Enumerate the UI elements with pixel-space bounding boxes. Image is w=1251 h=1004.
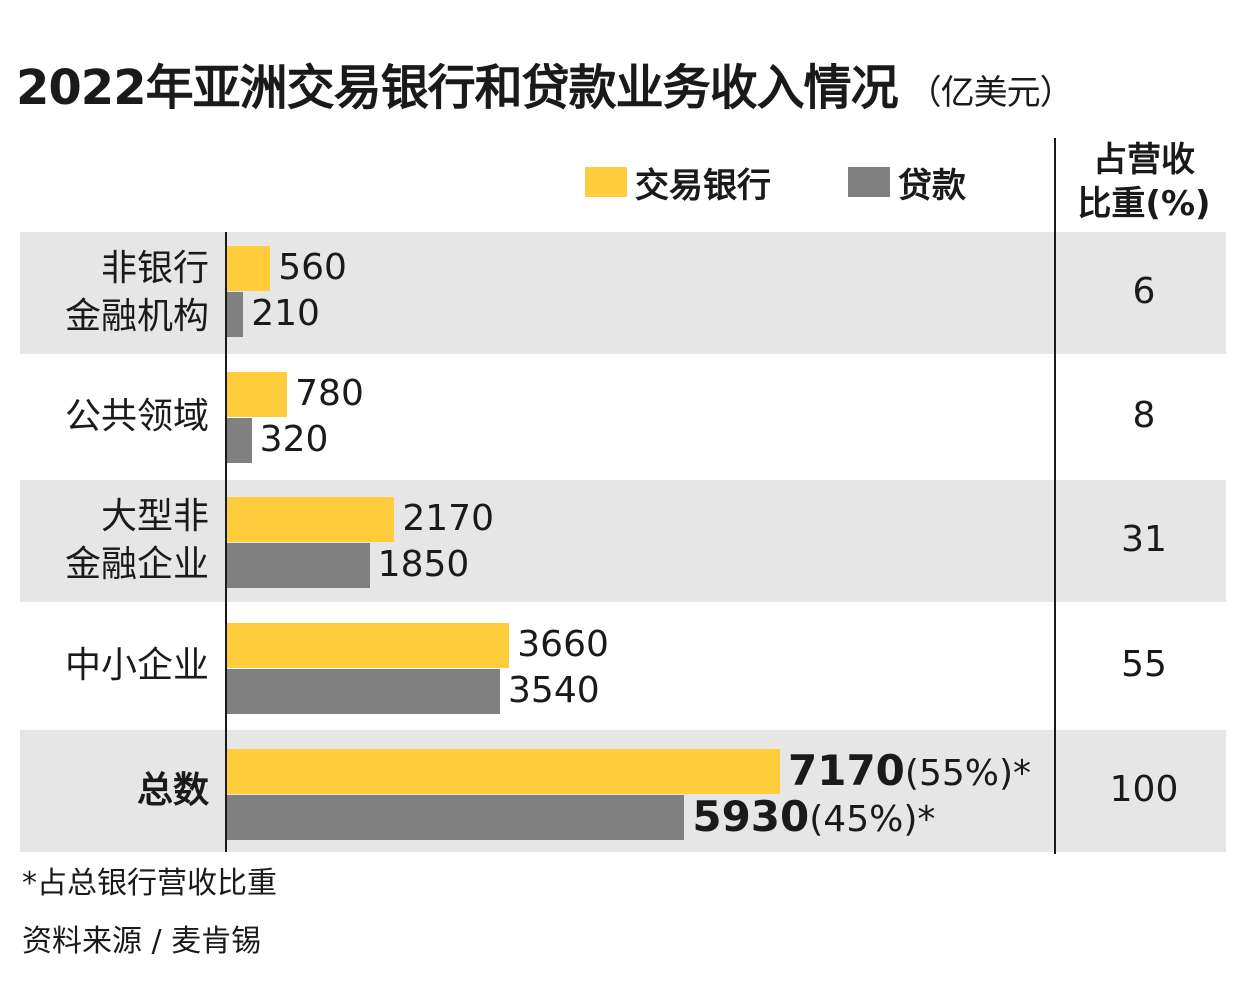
value-number: 7170 <box>788 746 905 795</box>
legend-loan-swatch <box>848 167 890 197</box>
value-label-loan-nonbank-fi: 210 <box>251 293 320 334</box>
bar-trade-sme <box>227 623 510 668</box>
bar-trade-public-sector <box>227 372 288 417</box>
share-column-divider <box>1054 138 1056 854</box>
value-label-loan-total: 5930(45%)* <box>692 796 936 840</box>
source-note: 资料来源 / 麦肯锡 <box>22 924 262 959</box>
legend-trade-swatch <box>585 167 627 197</box>
chart-unit: （亿美元） <box>907 73 1074 113</box>
value-label-trade-public-sector: 780 <box>295 373 364 414</box>
value-share-suffix: (45%)* <box>809 799 936 840</box>
share-value-nonbank-fi: 6 <box>1132 271 1156 312</box>
value-share-suffix: (55%)* <box>904 753 1032 794</box>
value-label-loan-public-sector: 320 <box>259 419 329 460</box>
chart-title: 2022年亚洲交易银行和贷款业务收入情况 （亿美元） <box>16 48 1074 118</box>
value-label-loan-large-corp: 1850 <box>377 544 470 585</box>
bar-trade-total <box>227 749 780 794</box>
bar-trade-large-corp <box>227 497 395 542</box>
bar-loan-sme <box>227 669 501 714</box>
bar-loan-nonbank-fi <box>227 292 244 337</box>
bar-loan-public-sector <box>227 418 252 463</box>
category-label-line: 大型非 <box>100 496 209 537</box>
bar-loan-large-corp <box>227 543 370 588</box>
chart-title-text: 2022年亚洲交易银行和贷款业务收入情况 <box>16 60 899 116</box>
share-value-sme: 55 <box>1121 644 1167 685</box>
category-label-line: 金融企业 <box>64 544 209 585</box>
y-axis-line <box>225 232 227 852</box>
value-label-trade-sme: 3660 <box>517 624 609 665</box>
category-label-line: 总数 <box>136 770 209 811</box>
category-label-public-sector: 公共领域 <box>65 393 209 441</box>
category-label-line: 非银行 <box>100 248 209 289</box>
value-label-trade-total: 7170(55%)* <box>788 750 1032 794</box>
legend-loan-label: 贷款 <box>898 165 966 206</box>
category-label-line: 公共领域 <box>64 396 209 437</box>
share-header-line2: 比重(%) <box>1077 184 1211 224</box>
share-header-line1: 占营收 <box>1093 140 1195 180</box>
value-label-loan-sme: 3540 <box>508 670 600 711</box>
bar-trade-nonbank-fi <box>227 246 271 291</box>
row-band-nonbank-fi <box>20 232 1226 354</box>
category-label-large-corp: 大型非金融企业 <box>65 493 209 589</box>
share-header: 占营收 比重(%) <box>1058 138 1230 226</box>
share-value-total: 100 <box>1109 769 1179 810</box>
row-band-large-corp <box>20 480 1226 602</box>
legend-loan: 贷款 <box>848 162 966 206</box>
bar-loan-total <box>227 795 685 840</box>
legend-trade-label: 交易银行 <box>635 165 771 206</box>
category-label-sme: 中小企业 <box>65 642 209 690</box>
share-value-large-corp: 31 <box>1121 519 1167 560</box>
footnote: *占总银行营收比重 <box>22 866 277 901</box>
category-label-line: 金融机构 <box>64 296 209 337</box>
legend-trade: 交易银行 <box>585 162 771 206</box>
category-label-nonbank-fi: 非银行金融机构 <box>65 245 209 341</box>
category-label-total: 总数 <box>137 767 209 815</box>
value-number: 5930 <box>692 792 810 841</box>
category-label-line: 中小企业 <box>64 645 209 686</box>
share-value-public-sector: 8 <box>1132 395 1156 436</box>
value-label-trade-large-corp: 2170 <box>402 498 494 539</box>
value-label-trade-nonbank-fi: 560 <box>278 247 347 288</box>
